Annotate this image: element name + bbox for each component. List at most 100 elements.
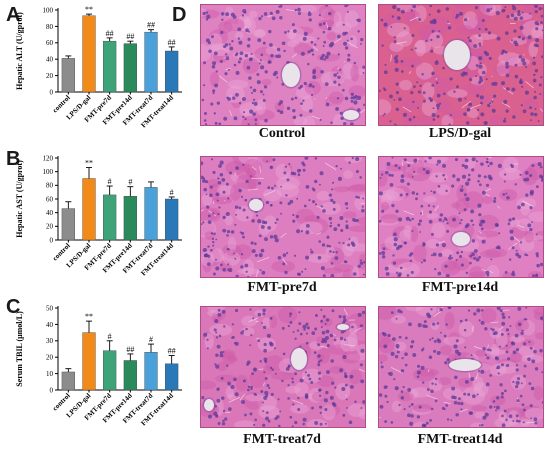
- cytoplasm-patch: [235, 205, 254, 222]
- nucleus: [496, 307, 501, 310]
- cytoplasm-patch: [201, 221, 215, 236]
- nucleus: [504, 31, 509, 35]
- nucleus: [292, 29, 297, 33]
- nucleus: [481, 423, 484, 427]
- nucleus: [402, 112, 407, 117]
- nucleus: [216, 101, 220, 105]
- nucleus: [348, 161, 351, 164]
- chart-ast-svg: Hepatic AST (U/gprot)020406080100120cont…: [15, 154, 182, 277]
- nucleus: [503, 9, 506, 12]
- cytoplasm-patch: [385, 164, 408, 172]
- y-tick-label: 50: [46, 304, 54, 312]
- nucleus: [422, 243, 426, 247]
- nucleus: [203, 112, 207, 116]
- sinusoid: [312, 46, 319, 51]
- nucleus: [390, 351, 395, 356]
- sinusoid: [224, 411, 230, 414]
- sinusoid: [437, 240, 446, 244]
- nucleus: [342, 355, 347, 360]
- cytoplasm-patch: [533, 307, 543, 316]
- nucleus: [397, 16, 401, 20]
- nucleus: [485, 78, 488, 81]
- cytoplasm-patch: [441, 114, 454, 125]
- nucleus: [317, 255, 322, 260]
- nucleus: [319, 411, 322, 414]
- nucleus: [398, 217, 403, 222]
- nucleus: [294, 372, 297, 376]
- nucleus: [508, 414, 513, 418]
- sinusoid: [280, 232, 287, 238]
- nucleus: [386, 162, 391, 167]
- significance-mark: ##: [168, 38, 176, 47]
- nucleus: [406, 274, 410, 277]
- cytoplasm-patch: [520, 418, 531, 427]
- sinusoid: [403, 210, 415, 216]
- cytoplasm-patch: [225, 23, 241, 31]
- nucleus: [507, 333, 510, 336]
- nucleus: [515, 364, 519, 367]
- nucleus: [217, 387, 220, 390]
- nucleus: [469, 261, 472, 265]
- nucleus: [299, 113, 303, 117]
- nucleus: [254, 118, 258, 122]
- sinusoid: [426, 394, 438, 400]
- nucleus: [380, 361, 383, 364]
- nucleus: [342, 88, 345, 92]
- nucleus: [363, 103, 365, 107]
- nucleus: [461, 185, 464, 188]
- nucleus: [220, 12, 225, 16]
- sinusoid: [468, 372, 471, 379]
- nucleus: [467, 108, 470, 112]
- nucleus: [471, 157, 476, 162]
- sinusoid: [408, 71, 412, 75]
- nucleus: [419, 84, 422, 88]
- nucleus: [431, 337, 434, 340]
- nucleus: [314, 179, 318, 184]
- nucleus: [274, 221, 277, 225]
- nucleus: [340, 167, 342, 170]
- nucleus: [380, 18, 384, 22]
- nucleus: [535, 44, 539, 48]
- nucleus: [446, 21, 449, 23]
- nucleus: [265, 416, 270, 421]
- nucleus: [223, 325, 226, 328]
- nucleus: [431, 71, 435, 75]
- cytoplasm-patch: [212, 197, 232, 205]
- nucleus: [520, 382, 523, 385]
- nucleus: [338, 241, 341, 244]
- nucleus: [447, 307, 452, 309]
- nucleus: [205, 18, 209, 21]
- cytoplasm-patch: [468, 266, 485, 277]
- y-tick-label: 100: [43, 6, 54, 14]
- nucleus: [240, 195, 244, 198]
- cytoplasm-patch: [257, 395, 277, 412]
- nucleus: [425, 421, 429, 425]
- sinusoid: [239, 393, 245, 401]
- nucleus: [257, 219, 262, 224]
- nucleus: [428, 96, 432, 100]
- nucleus: [463, 112, 467, 116]
- nucleus: [477, 174, 482, 178]
- nucleus: [276, 76, 279, 79]
- nucleus: [534, 10, 538, 14]
- nucleus: [295, 214, 299, 219]
- nucleus: [329, 395, 334, 400]
- nucleus: [501, 423, 506, 427]
- nucleus: [482, 347, 486, 351]
- nucleus: [246, 216, 249, 219]
- nucleus: [413, 158, 418, 163]
- nucleus: [251, 101, 255, 105]
- cytoplasm-patch: [447, 261, 457, 271]
- nucleus: [428, 210, 432, 214]
- nucleus: [505, 64, 510, 69]
- nucleus: [468, 39, 472, 43]
- cytoplasm-patch: [208, 248, 221, 267]
- nucleus: [215, 353, 219, 357]
- nucleus: [501, 81, 506, 86]
- nucleus: [220, 376, 224, 380]
- nucleus: [215, 258, 217, 261]
- nucleus: [324, 422, 327, 425]
- sinusoid: [258, 368, 264, 370]
- nucleus: [493, 405, 496, 408]
- nucleus: [283, 49, 286, 53]
